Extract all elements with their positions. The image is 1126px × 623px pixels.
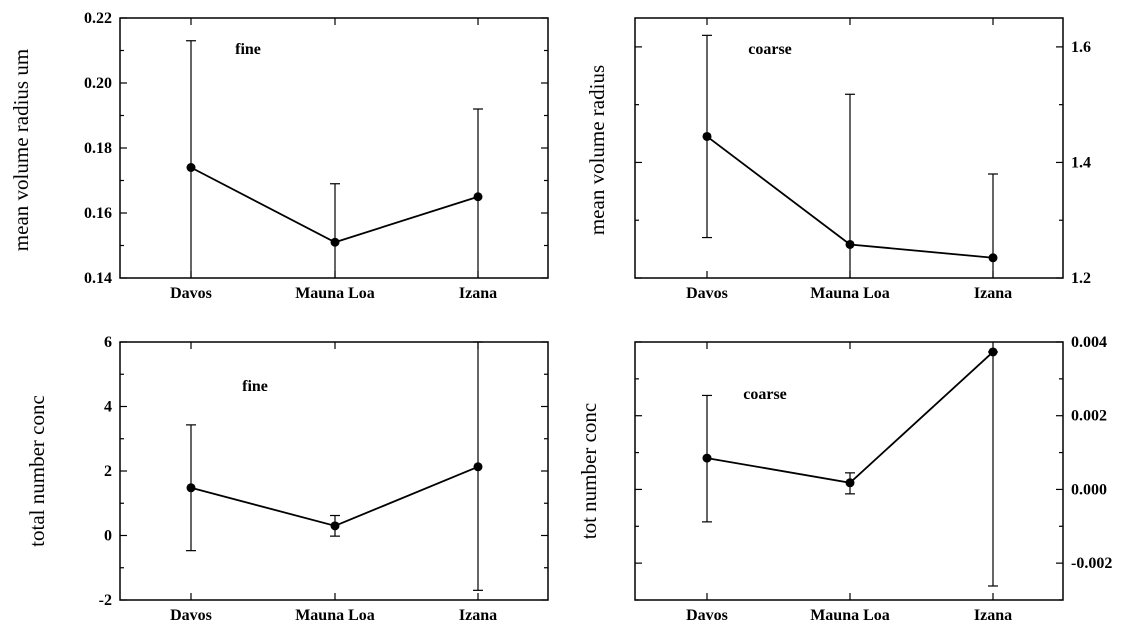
y-tick-label: 1.4	[1071, 154, 1091, 171]
y-tick-label: 0.18	[84, 140, 112, 157]
x-tick-label: Mauna Loa	[295, 607, 375, 623]
panel-annotation: fine	[235, 41, 261, 58]
y-tick-label: 1.6	[1071, 39, 1091, 56]
x-tick-label: Izana	[974, 285, 1012, 302]
x-tick-label: Mauna Loa	[810, 607, 890, 623]
y-axis-label: mean volume radius	[585, 65, 609, 235]
x-tick-label: Davos	[170, 607, 212, 623]
y-tick-label: 0.16	[84, 205, 112, 222]
y-tick-label: 6	[104, 334, 112, 351]
x-tick-label: Izana	[459, 285, 497, 302]
data-point	[702, 131, 712, 141]
plot-frame	[634, 17, 1064, 279]
y-tick-label: 4	[104, 399, 112, 416]
y-tick-label: 0.14	[84, 270, 112, 287]
panel-annotation: coarse	[748, 41, 792, 58]
y-tick-label: 0.000	[1071, 481, 1107, 498]
x-tick-label: Davos	[170, 285, 212, 302]
x-tick-label: Davos	[686, 607, 728, 623]
data-point	[988, 253, 998, 263]
chart-panel-2: 1.2 1.4 1.6 Davos Mauna Loa Izana coarse mean v…	[585, 17, 1091, 302]
data-point	[473, 462, 483, 472]
panel-annotation: coarse	[743, 386, 787, 403]
data-point	[702, 453, 712, 463]
y-tick-label: 1.2	[1071, 270, 1091, 287]
series-line	[706, 351, 994, 484]
chart-panel-4: -0.002 0.000 0.002 0.004 Davos Mauna Loa Izana…	[577, 334, 1112, 623]
y-tick-label: 0.22	[84, 10, 112, 27]
data-point	[186, 483, 196, 493]
y-axis-label: total number conc	[25, 395, 49, 547]
y-tick-label: 0	[104, 528, 112, 545]
y-tick-label: 0.20	[84, 75, 112, 92]
y-tick-label: 0.002	[1071, 408, 1107, 425]
panel-annotation: fine	[242, 378, 268, 395]
data-point	[330, 237, 340, 247]
y-tick-label: -0.002	[1071, 555, 1112, 572]
data-point	[186, 163, 196, 172]
chart-panel-1: 0.14 0.16 0.18 0.20 0.22 Davos Mauna Loa Izana f…	[9, 10, 549, 302]
chart-panel-3: -2 0 2 4 6 Davos Mauna Loa Izana fine total numbe…	[25, 334, 549, 623]
data-point	[845, 239, 855, 249]
x-tick-label: Davos	[686, 285, 728, 302]
x-tick-label: Izana	[459, 607, 497, 623]
data-point	[473, 192, 483, 202]
data-point	[845, 478, 855, 488]
y-axis-label: mean volume radius um	[9, 49, 33, 251]
y-tick-label: 2	[104, 463, 112, 480]
plot-frame	[634, 341, 1064, 601]
y-axis-label: tot number conc	[577, 403, 601, 539]
x-tick-label: Mauna Loa	[295, 285, 375, 302]
plot-frame	[119, 341, 549, 601]
y-tick-label: 0.004	[1071, 334, 1107, 351]
x-tick-label: Izana	[974, 607, 1012, 623]
data-point	[330, 521, 340, 531]
y-tick-label: -2	[99, 592, 112, 609]
x-tick-label: Mauna Loa	[810, 285, 890, 302]
data-point	[988, 347, 998, 357]
